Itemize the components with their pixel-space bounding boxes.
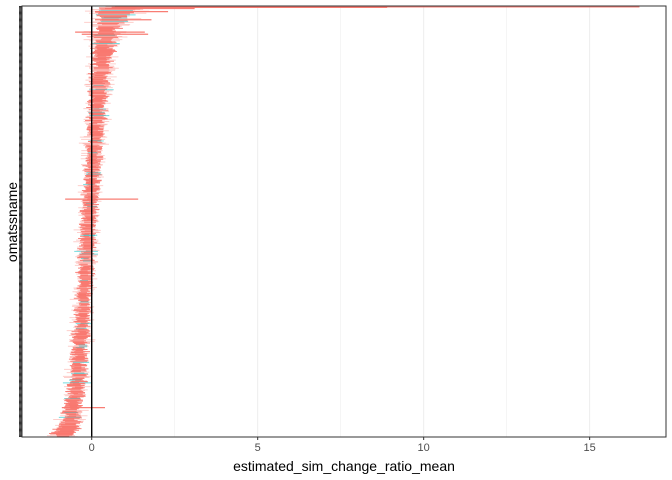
panel-border bbox=[21, 5, 667, 438]
x-axis-ticks: 0 5 10 15 bbox=[89, 437, 596, 454]
x-tick-label: 5 bbox=[255, 442, 261, 454]
gridlines bbox=[91, 6, 591, 437]
x-tick-label: 0 bbox=[89, 442, 95, 454]
x-axis-title: estimated_sim_change_ratio_mean bbox=[233, 458, 455, 474]
panel-background bbox=[22, 6, 666, 437]
y-axis-title: omatssname bbox=[4, 182, 20, 262]
x-tick-label: 15 bbox=[584, 442, 596, 454]
x-tick-label: 10 bbox=[418, 442, 430, 454]
